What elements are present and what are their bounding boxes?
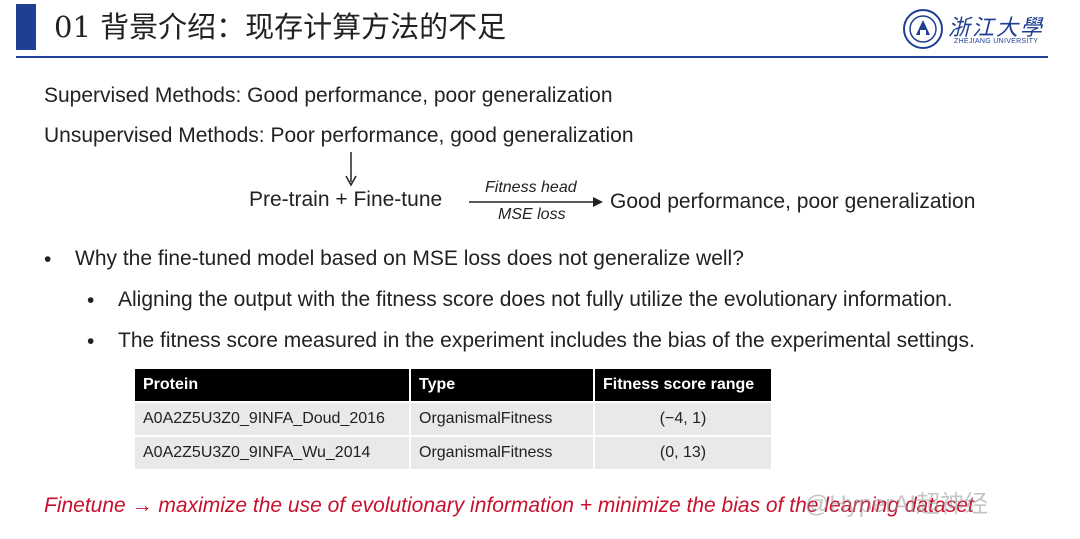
type-cell: OrganismalFitness bbox=[410, 401, 595, 436]
range-cell: (0, 13) bbox=[594, 435, 773, 469]
header-divider bbox=[16, 56, 1048, 58]
arrow-bottom-label: MSE loss bbox=[498, 206, 566, 223]
university-seal-icon bbox=[903, 9, 943, 49]
sub-bullet-2: The fitness score measured in the experi… bbox=[118, 329, 975, 352]
column-header-fitness-range: Fitness score range bbox=[594, 369, 773, 402]
watermark: @HyperAI超神经 bbox=[805, 491, 989, 518]
sub-bullet-1: Aligning the output with the fitness sco… bbox=[118, 288, 953, 311]
flow-result: Good performance, poor generalization bbox=[610, 190, 976, 213]
logo-subtext: ZHEJIANG UNIVERSITY bbox=[954, 38, 1039, 45]
sub-bullet-marker: • bbox=[87, 330, 95, 353]
down-arrow-icon bbox=[345, 152, 357, 187]
type-cell: OrganismalFitness bbox=[410, 435, 595, 469]
conclusion-text: Finetune → maximize the use of evolution… bbox=[44, 494, 974, 517]
range-cell: (−4, 1) bbox=[594, 401, 773, 436]
protein-cell: A0A2Z5U3Z0_9INFA_Doud_2016 bbox=[135, 401, 411, 436]
arrow-top-label: Fitness head bbox=[485, 179, 577, 196]
page-title: 01 背景介绍：现存计算方法的不足 bbox=[54, 10, 507, 44]
main-bullet: Why the fine-tuned model based on MSE lo… bbox=[75, 247, 744, 270]
supervised-line: Supervised Methods: Good performance, po… bbox=[44, 84, 613, 107]
bullet-marker: • bbox=[44, 248, 52, 271]
sub-bullet-marker: • bbox=[87, 289, 95, 312]
university-logo: 浙江大學 ZHEJIANG UNIVERSITY bbox=[902, 8, 1052, 52]
table-header-row: Protein Type Fitness score range bbox=[135, 369, 773, 402]
fitness-table: Protein Type Fitness score range A0A2Z5U… bbox=[135, 369, 773, 469]
table-row: A0A2Z5U3Z0_9INFA_Wu_2014 OrganismalFitne… bbox=[135, 435, 773, 469]
flow-start: Pre-train + Fine-tune bbox=[249, 188, 443, 211]
title-accent-bar bbox=[16, 4, 36, 50]
right-arrow-icon bbox=[469, 197, 603, 207]
column-header-type: Type bbox=[410, 369, 595, 402]
logo-wordmark: 浙江大學 bbox=[948, 16, 1045, 41]
protein-cell: A0A2Z5U3Z0_9INFA_Wu_2014 bbox=[135, 435, 411, 469]
unsupervised-line: Unsupervised Methods: Poor performance, … bbox=[44, 124, 634, 147]
table-row: A0A2Z5U3Z0_9INFA_Doud_2016 OrganismalFit… bbox=[135, 401, 773, 436]
column-header-protein: Protein bbox=[135, 369, 411, 402]
